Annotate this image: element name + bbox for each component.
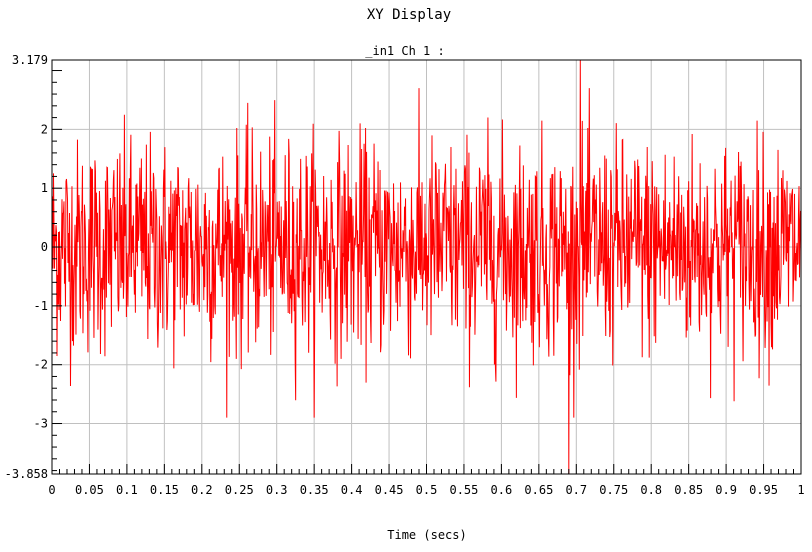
x-tick-label: 0.15 [150,483,179,497]
y-tick-label: 0 [41,240,48,254]
x-axis-label: Time (secs) [387,528,466,542]
x-tick-label: 0.45 [375,483,404,497]
x-tick-label: 0.6 [491,483,513,497]
x-tick-label: 0 [48,483,55,497]
y-tick-label: -2 [34,358,48,372]
x-tick-label: 0.75 [599,483,628,497]
y-tick-label: 1 [41,181,48,195]
y-tick-label: 2 [41,122,48,136]
y-tick-label: 3.179 [12,53,48,67]
series-layer [51,59,802,475]
x-tick-label: 1 [797,483,804,497]
x-tick-label: 0.9 [715,483,737,497]
x-tick-label: 0.85 [674,483,703,497]
x-tick-label: 0.35 [300,483,329,497]
x-tick-label: 0.7 [565,483,587,497]
y-axis-ticks: 3.179 2 1 0 -1 -2 -3 -3.858 [5,53,62,481]
series-line-ch1 [51,59,802,475]
chart-title: XY Display [367,7,451,23]
x-tick-label: 0.25 [225,483,254,497]
x-tick-label: 0.1 [116,483,138,497]
y-tick-label: -1 [34,299,48,313]
y-tick-label: -3.858 [5,467,48,481]
x-tick-label: 0.2 [191,483,213,497]
x-tick-label: 0.4 [341,483,363,497]
y-tick-label: -3 [34,417,48,431]
x-tick-label: 0.95 [749,483,778,497]
x-tick-label: 0.05 [75,483,104,497]
x-tick-label: 0.3 [266,483,288,497]
x-axis-ticks: 0 0.05 0.1 0.15 0.2 0.25 0.3 0.35 0.4 0.45 0.5 0.55… [48,464,805,497]
x-tick-label: 0.65 [524,483,553,497]
x-tick-label: 0.8 [640,483,662,497]
x-tick-label: 0.5 [416,483,438,497]
x-tick-label: 0.55 [449,483,478,497]
chart-subtitle: _in1 Ch 1 : [365,44,444,58]
